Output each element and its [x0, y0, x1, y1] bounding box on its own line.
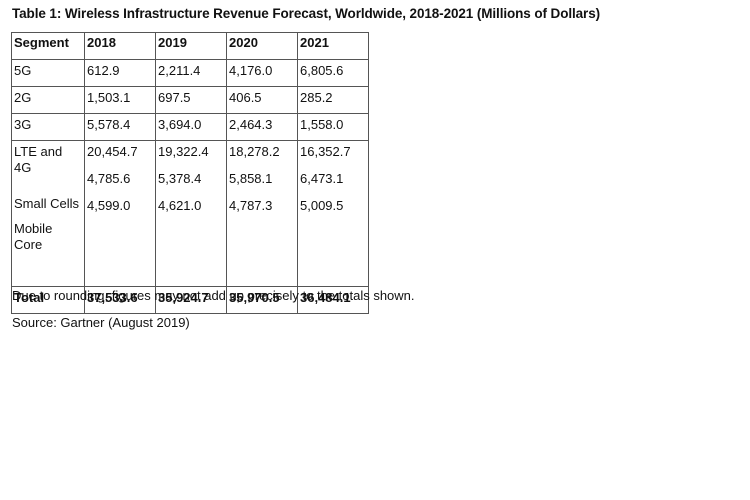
value-cell: 5,578.4 — [84, 113, 156, 141]
value-cell: 6,805.6 — [297, 59, 369, 87]
value-2021: 1,558.0 — [300, 117, 344, 132]
value-cell: 19,322.4 5,378.4 4,621.0 — [155, 140, 227, 287]
segment-label: 5G — [14, 63, 32, 78]
table-header-row: Segment 2018 2019 2020 2021 — [11, 32, 369, 60]
value-cell: 16,352.7 6,473.1 5,009.5 — [297, 140, 369, 287]
table-title: Table 1: Wireless Infrastructure Revenue… — [12, 6, 601, 21]
value-cell: 406.5 — [226, 86, 298, 114]
value-2020: 4,787.3 — [229, 198, 273, 213]
table-total-row: Total 37,533.6 35,924.7 35,970.5 36,484.… — [11, 286, 369, 314]
segment-label: Mobile Core — [14, 221, 53, 252]
value-cell: 1,503.1 — [84, 86, 156, 114]
header-cell-2018: 2018 — [84, 32, 156, 60]
total-2018: 37,533.6 — [84, 286, 156, 314]
value-cell: 1,558.0 — [297, 113, 369, 141]
source-line: Source: Gartner (August 2019) — [12, 315, 190, 330]
value-2020: 4,176.0 — [229, 63, 273, 78]
segment-label: 2G — [14, 90, 32, 105]
value-2018: 4,785.6 — [87, 171, 131, 186]
value-2018: 20,454.7 — [87, 144, 138, 159]
value-2018: 5,578.4 — [87, 117, 131, 132]
value-2019: 19,322.4 — [158, 144, 209, 159]
segment-cell: 2G — [11, 86, 85, 114]
total-2021: 36,484.1 — [297, 286, 369, 314]
value-2021: 6,473.1 — [300, 171, 344, 186]
value-cell: 285.2 — [297, 86, 369, 114]
table-row: 5G 612.9 2,211.4 4,176.0 6,805.6 — [11, 59, 369, 87]
segment-cell: 3G — [11, 113, 85, 141]
value-2021: 6,805.6 — [300, 63, 344, 78]
value-2020: 406.5 — [229, 90, 262, 105]
value-2020: 18,278.2 — [229, 144, 280, 159]
value-2021: 5,009.5 — [300, 198, 344, 213]
value-cell: 20,454.7 4,785.6 4,599.0 — [84, 140, 156, 287]
table-row: 3G 5,578.4 3,694.0 2,464.3 1,558.0 — [11, 113, 369, 141]
rounding-note: Due to rounding, figures may not add up … — [12, 288, 415, 303]
value-2018: 1,503.1 — [87, 90, 131, 105]
value-cell: 4,176.0 — [226, 59, 298, 87]
total-2020: 35,970.5 — [226, 286, 298, 314]
value-2019: 4,621.0 — [158, 198, 202, 213]
header-cell-2020: 2020 — [226, 32, 298, 60]
total-label: Total — [11, 286, 85, 314]
value-2020: 5,858.1 — [229, 171, 273, 186]
value-2019: 697.5 — [158, 90, 191, 105]
segment-label: LTE and 4G — [14, 144, 63, 175]
value-cell: 2,211.4 — [155, 59, 227, 87]
value-cell: 612.9 — [84, 59, 156, 87]
segment-label: Small Cells — [14, 196, 80, 211]
segment-cell: LTE and 4G Small Cells Mobile Core — [11, 140, 85, 287]
value-2019: 2,211.4 — [158, 63, 201, 78]
value-cell: 3,694.0 — [155, 113, 227, 141]
value-2020: 2,464.3 — [229, 117, 273, 132]
value-cell: 18,278.2 5,858.1 4,787.3 — [226, 140, 298, 287]
segment-label: 3G — [14, 117, 32, 132]
value-2019: 5,378.4 — [158, 171, 202, 186]
table-row: LTE and 4G Small Cells Mobile Core 20,45… — [11, 140, 369, 287]
table-row: 2G 1,503.1 697.5 406.5 285.2 — [11, 86, 369, 114]
revenue-table: Segment 2018 2019 2020 2021 5G 612.9 2,2… — [11, 32, 369, 314]
value-2021: 285.2 — [300, 90, 333, 105]
value-2019: 3,694.0 — [158, 117, 202, 132]
value-2021: 16,352.7 — [300, 144, 351, 159]
value-2018: 4,599.0 — [87, 198, 131, 213]
value-cell: 697.5 — [155, 86, 227, 114]
header-cell-2021: 2021 — [297, 32, 369, 60]
segment-cell: 5G — [11, 59, 85, 87]
value-cell: 2,464.3 — [226, 113, 298, 141]
header-cell-2019: 2019 — [155, 32, 227, 60]
value-2018: 612.9 — [87, 63, 120, 78]
header-cell-segment: Segment — [11, 32, 85, 60]
